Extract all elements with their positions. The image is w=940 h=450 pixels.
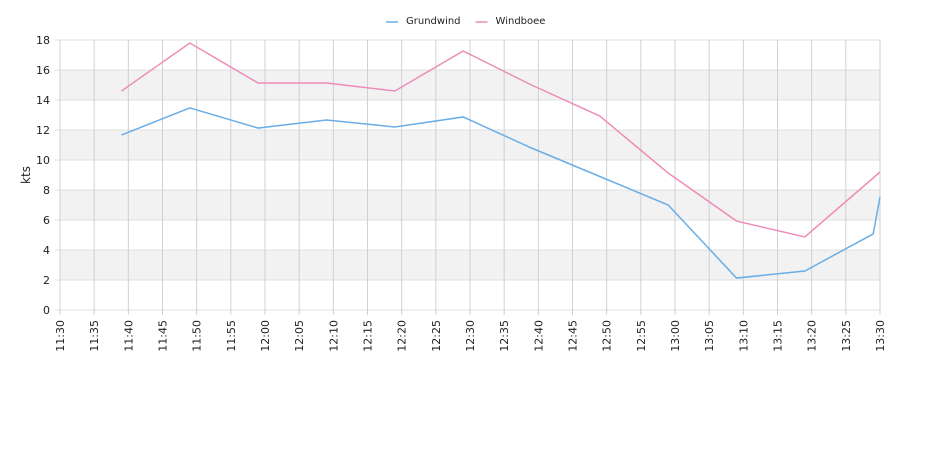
x-tick-label: 12:35 xyxy=(498,320,511,352)
legend-label: Grundwind xyxy=(406,16,461,27)
x-tick-label: 13:15 xyxy=(772,320,785,352)
y-tick-label: 10 xyxy=(36,154,50,167)
x-tick-label: 13:25 xyxy=(840,320,853,352)
x-tick-label: 13:30 xyxy=(874,320,887,352)
x-tick-label: 11:35 xyxy=(88,320,101,352)
y-tick-label: 16 xyxy=(36,64,50,77)
y-tick-label: 18 xyxy=(36,34,50,47)
y-tick-label: 2 xyxy=(43,274,50,287)
x-tick-label: 12:00 xyxy=(259,320,272,352)
x-tick-label: 12:25 xyxy=(430,320,443,352)
series-line xyxy=(121,42,881,238)
x-tick-label: 12:50 xyxy=(601,320,614,352)
y-tick-label: 14 xyxy=(36,94,50,107)
y-tick-label: 6 xyxy=(43,214,50,227)
x-tick-label: 13:00 xyxy=(669,320,682,352)
x-tick-label: 12:20 xyxy=(396,320,409,352)
x-tick-label: 13:05 xyxy=(703,320,716,352)
x-tick-label: 12:15 xyxy=(362,320,375,352)
x-tick-label: 12:45 xyxy=(567,320,580,352)
x-tick-label: 11:30 xyxy=(54,320,67,352)
y-axis-label: kts xyxy=(19,166,33,184)
y-tick-label: 12 xyxy=(36,124,50,137)
x-tick-label: 12:10 xyxy=(327,320,340,352)
x-tick-label: 12:55 xyxy=(635,320,648,352)
legend-label: Windboee xyxy=(496,16,546,27)
x-tick-label: 11:50 xyxy=(191,320,204,352)
x-tick-label: 13:20 xyxy=(806,320,819,352)
x-tick-label: 11:45 xyxy=(157,320,170,352)
x-tick-label: 12:30 xyxy=(464,320,477,352)
y-tick-label: 0 xyxy=(43,304,50,317)
x-tick-label: 11:40 xyxy=(122,320,135,352)
y-tick-label: 4 xyxy=(43,244,50,257)
legend: Grundwind Windboee xyxy=(386,16,545,27)
x-tick-label: 13:10 xyxy=(737,320,750,352)
y-tick-label: 8 xyxy=(43,184,50,197)
x-tick-label: 12:05 xyxy=(293,320,306,352)
x-tick-label: 11:55 xyxy=(225,320,238,352)
x-tick-label: 12:40 xyxy=(532,320,545,352)
series-line xyxy=(121,107,881,279)
